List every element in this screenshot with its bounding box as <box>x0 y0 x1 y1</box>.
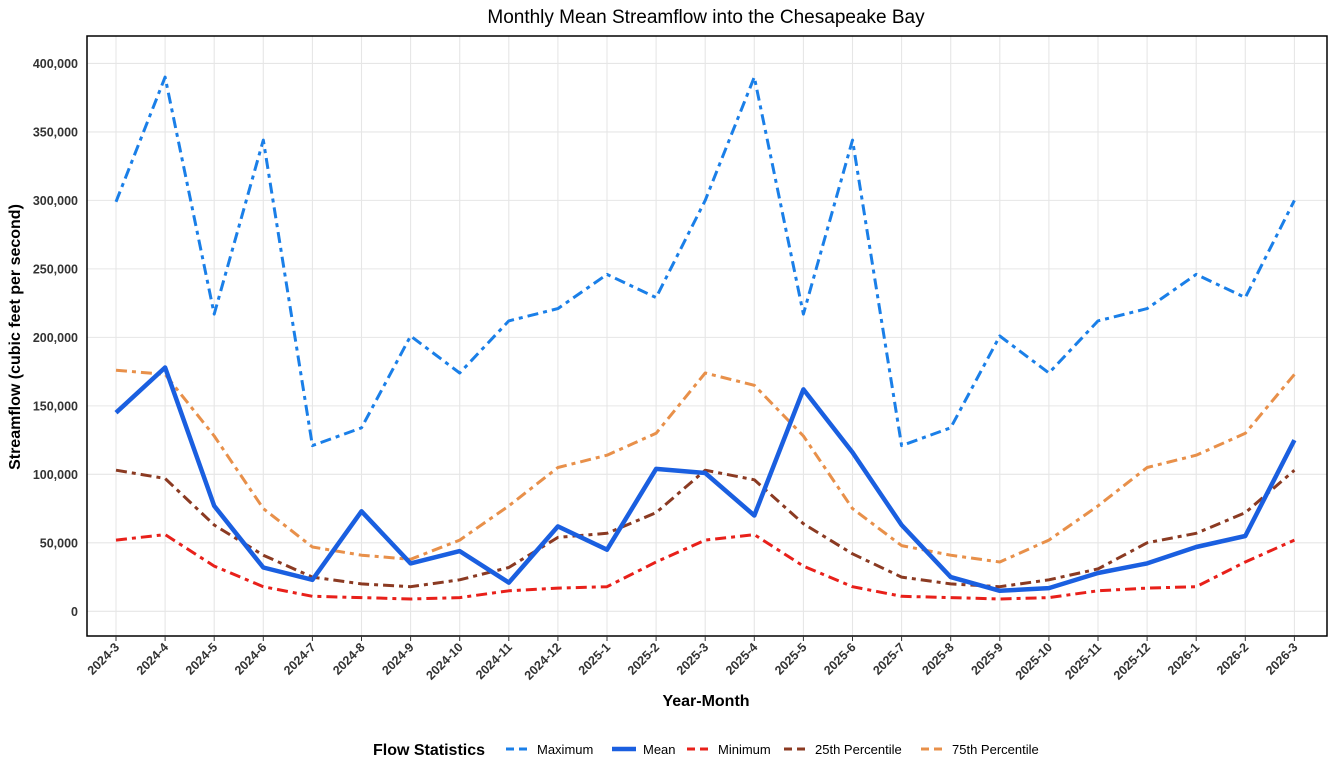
x-axis-title: Year-Month <box>662 693 749 710</box>
x-tick-label: 2025-11 <box>1062 640 1104 682</box>
legend-label-maximum: Maximum <box>537 742 593 757</box>
x-tick-label: 2025-6 <box>821 640 858 677</box>
plot-border <box>86 35 1328 637</box>
y-tick-label: 200,000 <box>33 331 78 345</box>
y-tick-label: 250,000 <box>33 262 78 276</box>
y-tick-label: 300,000 <box>33 194 78 208</box>
y-axis-ticks: 0 50,000 100,000 150,000 200,000 250,000 300,0… <box>33 57 78 619</box>
x-tick-label: 2024-10 <box>423 640 465 682</box>
y-tick-label: 100,000 <box>33 468 78 482</box>
x-tick-label: 2025-1 <box>576 640 613 677</box>
series-line-75th-percentile <box>115 368 1296 564</box>
y-tick-label: 150,000 <box>33 399 78 413</box>
grid <box>87 36 1327 636</box>
x-tick-label: 2025-3 <box>674 640 711 677</box>
x-tick-label: 2025-2 <box>625 640 662 677</box>
x-tick-label: 2026-3 <box>1263 640 1300 677</box>
x-tick-label: 2025-4 <box>723 640 760 677</box>
x-tick-label: 2024-11 <box>473 640 515 682</box>
x-tick-label: 2025-8 <box>919 640 956 677</box>
legend-label-75th-percentile: 75th Percentile <box>952 742 1039 757</box>
legend-label-25th-percentile: 25th Percentile <box>815 742 902 757</box>
x-tick-label: 2025-10 <box>1013 640 1055 682</box>
x-tick-label: 2024-4 <box>134 640 171 677</box>
x-tick-label: 2024-6 <box>232 640 269 677</box>
legend-label-mean: Mean <box>643 742 676 757</box>
x-tick-label: 2025-12 <box>1111 640 1153 682</box>
x-tick-label: 2025-9 <box>968 640 1005 677</box>
x-tick-label: 2026-2 <box>1214 640 1251 677</box>
y-tick-label: 400,000 <box>33 57 78 71</box>
legend: Flow Statistics Maximum Mean Minimum 25th P… <box>373 742 1039 759</box>
x-axis-ticks: 2024-3 2024-4 2024-5 2024-6 2024-7 2024-8 2024… <box>85 636 1301 683</box>
x-tick-label: 2024-3 <box>85 640 122 677</box>
x-tick-label: 2024-12 <box>522 640 564 682</box>
x-tick-label: 2024-9 <box>379 640 416 677</box>
chart-title: Monthly Mean Streamflow into the Chesape… <box>487 7 925 28</box>
y-tick-label: 50,000 <box>40 536 78 550</box>
x-tick-label: 2025-5 <box>772 640 809 677</box>
series-layer <box>114 75 1297 601</box>
y-axis-title: Streamflow (cubic feet per second) <box>7 204 24 470</box>
x-tick-label: 2026-1 <box>1165 640 1202 677</box>
series-line-mean <box>114 365 1297 594</box>
y-tick-label: 350,000 <box>33 125 78 139</box>
x-tick-label: 2025-7 <box>870 640 907 677</box>
legend-title: Flow Statistics <box>373 742 485 759</box>
series-line-maximum <box>114 75 1296 448</box>
x-tick-label: 2024-7 <box>281 640 318 677</box>
y-tick-label: 0 <box>71 605 78 619</box>
x-tick-label: 2024-8 <box>330 640 367 677</box>
legend-label-minimum: Minimum <box>718 742 771 757</box>
x-tick-label: 2024-5 <box>183 640 220 677</box>
